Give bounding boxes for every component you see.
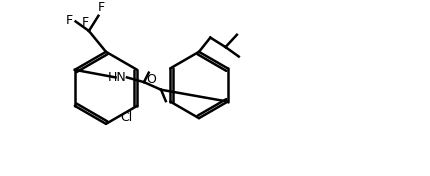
Text: F: F xyxy=(82,16,89,29)
Text: F: F xyxy=(98,1,105,14)
Text: HN: HN xyxy=(108,71,127,84)
Text: O: O xyxy=(147,73,157,86)
Text: Cl: Cl xyxy=(120,111,132,124)
Text: F: F xyxy=(66,14,73,27)
